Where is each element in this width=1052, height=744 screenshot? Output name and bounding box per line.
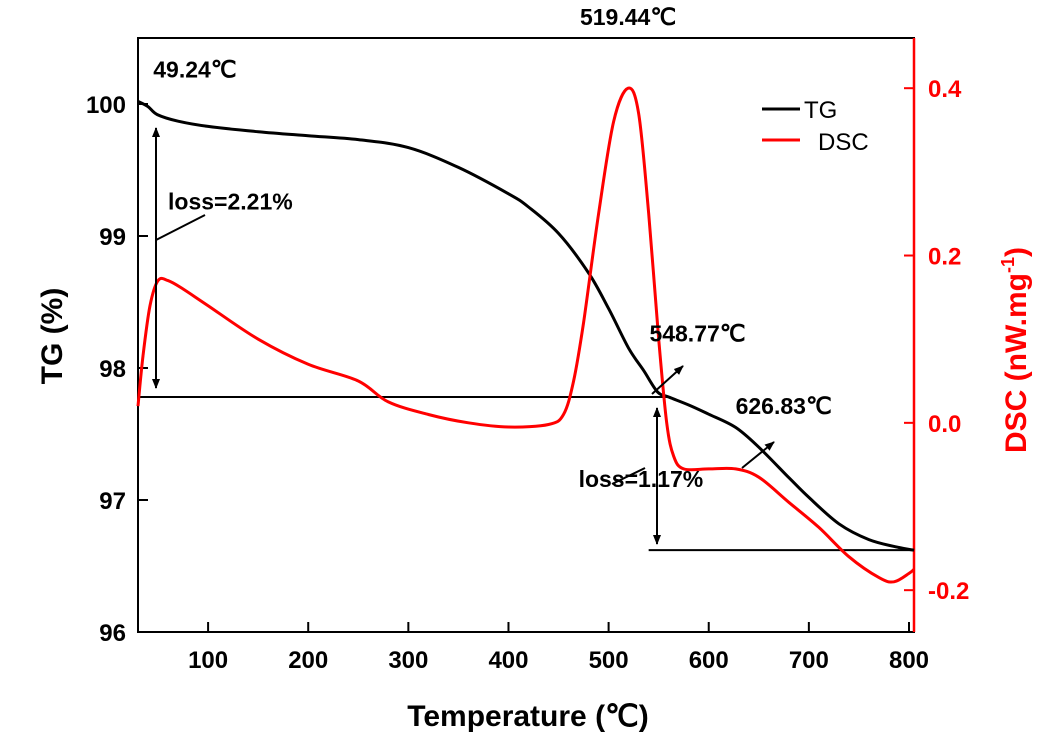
- y-right-axis-title: DSC (nW.mg-1): [998, 247, 1033, 453]
- y-left-tick-label: 96: [99, 620, 126, 647]
- x-tick-label: 500: [589, 647, 629, 674]
- y-left-tick-label: 100: [86, 92, 126, 119]
- y-left-tick-label: 99: [99, 224, 126, 251]
- onset-arrow-548: [651, 365, 684, 395]
- onset-arrow-626: [741, 441, 775, 469]
- y-right-tick-label: 0.2: [928, 244, 961, 271]
- annotation-4: 626.83℃: [736, 393, 832, 419]
- y-right-title-sup: -1: [998, 257, 1018, 273]
- legend-dsc-label: DSC: [818, 129, 869, 156]
- y-left-axis-title: TG (%): [36, 288, 69, 385]
- x-tick-label: 400: [488, 647, 528, 674]
- y-right-tick-label: 0.4: [928, 76, 962, 103]
- legend-tg-label: TG: [804, 97, 837, 124]
- x-tick-label: 300: [388, 647, 428, 674]
- x-tick-label: 700: [789, 647, 829, 674]
- y-right-tick-label: 0.0: [928, 411, 961, 438]
- y-right-title-main: DSC (nW.mg: [1000, 273, 1033, 453]
- annotation-3: 548.77℃: [649, 321, 745, 347]
- annotation-2: 519.44℃: [580, 4, 676, 30]
- series-dsc-line: [136, 86, 916, 584]
- y-right-tick-label: -0.2: [928, 578, 969, 605]
- y-left-tick-label: 98: [99, 356, 126, 383]
- y-left-tick-label: 97: [99, 488, 126, 515]
- x-tick-label: 600: [689, 647, 729, 674]
- annotation-1: 49.24℃: [153, 57, 236, 83]
- series-tg-line: [137, 100, 915, 552]
- x-tick-label: 200: [288, 647, 328, 674]
- plot-frame: [137, 37, 915, 633]
- y-right-title-close: ): [1000, 247, 1033, 257]
- x-axis-title: Temperature (℃): [407, 700, 649, 733]
- annotation-5: loss=2.21%: [168, 189, 293, 215]
- x-tick-label: 800: [889, 647, 929, 674]
- legend: TG DSC: [762, 97, 869, 156]
- loss-1-arrow: [611, 407, 661, 545]
- loss-2-arrow: [152, 127, 206, 389]
- x-tick-label: 100: [188, 647, 228, 674]
